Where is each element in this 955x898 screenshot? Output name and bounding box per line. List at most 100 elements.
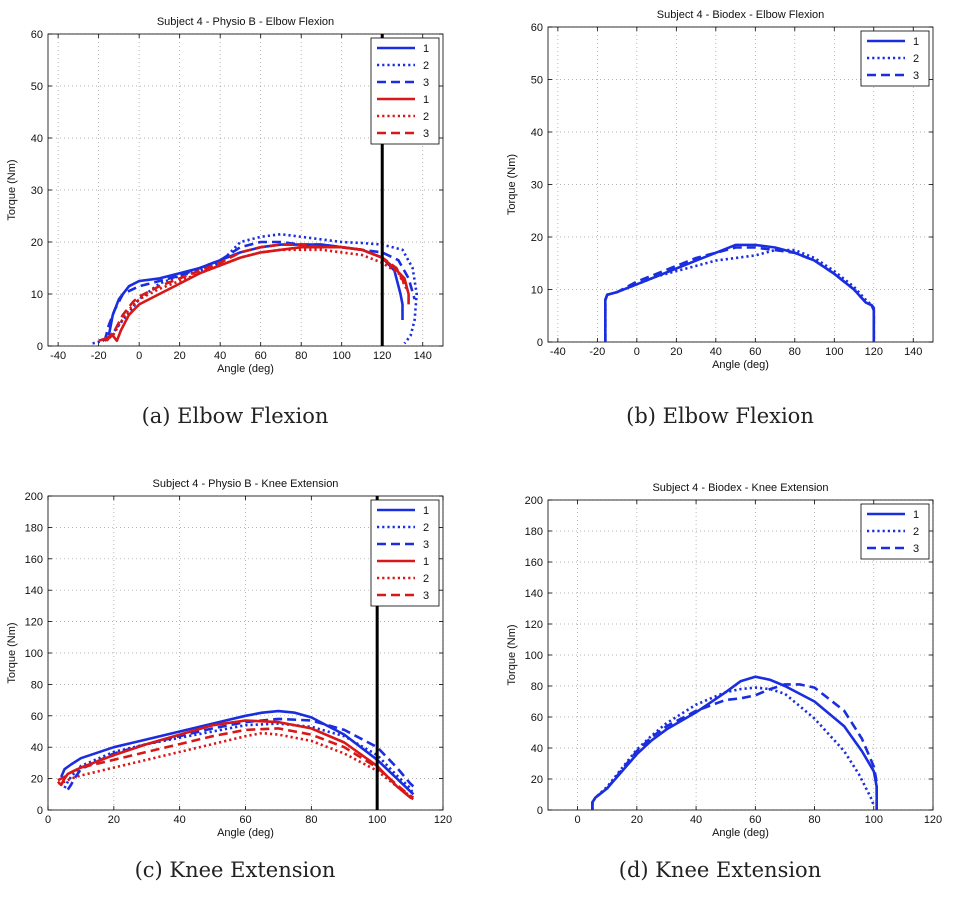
y-tick-label: 20 bbox=[531, 774, 543, 786]
x-tick-label: 140 bbox=[414, 350, 432, 362]
legend-box bbox=[370, 37, 440, 145]
y-tick-label: 20 bbox=[31, 774, 43, 786]
chart-c: Subject 4 - Physio B - Knee Extension 0 20… bbox=[6, 478, 452, 839]
x-tick-label: 40 bbox=[214, 350, 226, 362]
chart-b: Subject 4 - Biodex - Elbow Flexion -40 -20… bbox=[506, 9, 934, 371]
y-tick-label: 50 bbox=[531, 75, 543, 87]
x-tick-label: 100 bbox=[825, 346, 843, 358]
x-axis-label: Angle (deg) bbox=[217, 827, 274, 839]
y-axis-label: Torque (Nm) bbox=[506, 624, 518, 685]
y-tick-label: 40 bbox=[531, 743, 543, 755]
x-tick-label: 40 bbox=[174, 814, 186, 826]
y-tick-label: 30 bbox=[31, 185, 43, 197]
x-tick-label: 20 bbox=[631, 814, 643, 826]
x-axis-label: Angle (deg) bbox=[712, 359, 769, 371]
x-tick-label: 120 bbox=[373, 350, 391, 362]
legend-label: 1 bbox=[423, 505, 429, 517]
x-tick-label: 60 bbox=[239, 814, 251, 826]
x-tick-label: -40 bbox=[50, 350, 66, 362]
y-axis-label: Torque (Nm) bbox=[6, 622, 18, 683]
series-line-blue-1 bbox=[591, 675, 878, 810]
chart-title: Subject 4 - Physio B - Elbow Flexion bbox=[157, 16, 334, 28]
y-tick-label: 80 bbox=[31, 679, 43, 691]
legend-label: 3 bbox=[423, 128, 429, 140]
legend-label: 1 bbox=[423, 43, 429, 55]
chart-panel-c: Subject 4 - Physio B - Knee Extension 0 20… bbox=[0, 470, 470, 850]
series-line-blue-1 bbox=[60, 709, 415, 796]
x-tick-label: -40 bbox=[550, 346, 566, 358]
legend: 1 2 3 1 2 3 bbox=[370, 37, 440, 145]
chart-title: Subject 4 - Biodex - Knee Extension bbox=[652, 482, 828, 494]
y-tick-label: 0 bbox=[537, 805, 543, 817]
y-tick-label: 120 bbox=[525, 619, 543, 631]
x-tick-label: 20 bbox=[670, 346, 682, 358]
x-tick-label: 80 bbox=[789, 346, 801, 358]
y-tick-label: 20 bbox=[531, 232, 543, 244]
caption-c: (c) Knee Extension bbox=[134, 858, 336, 882]
chart-panel-a: Subject 4 - Physio B - Elbow Flexion -40 -… bbox=[0, 0, 470, 380]
series-line-red-3 bbox=[57, 727, 414, 799]
legend-label: 2 bbox=[913, 53, 919, 65]
x-tick-label: 40 bbox=[710, 346, 722, 358]
y-tick-label: 200 bbox=[525, 495, 543, 507]
legend-label: 2 bbox=[423, 111, 429, 123]
chart-title: Subject 4 - Biodex - Elbow Flexion bbox=[657, 9, 825, 21]
caption-a: (a) Elbow Flexion bbox=[141, 404, 329, 428]
series-line-blue-2 bbox=[604, 248, 876, 342]
legend-label: 2 bbox=[423, 60, 429, 72]
y-tick-label: 160 bbox=[525, 557, 543, 569]
x-tick-label: 100 bbox=[333, 350, 351, 362]
series-line-red-3 bbox=[105, 243, 406, 342]
caption-d: (d) Knee Extension bbox=[618, 858, 822, 882]
legend: 1 2 3 1 2 3 bbox=[370, 499, 440, 607]
y-tick-label: 100 bbox=[25, 648, 43, 660]
x-tick-label: 80 bbox=[305, 814, 317, 826]
legend-label: 2 bbox=[913, 526, 919, 538]
series-line-blue-2 bbox=[63, 722, 415, 795]
y-tick-label: 140 bbox=[525, 588, 543, 600]
series-line-blue-3 bbox=[66, 717, 418, 791]
legend-label: 3 bbox=[913, 543, 919, 555]
chart-panel-d: Subject 4 - Biodex - Knee Extension 0 20 40… bbox=[485, 470, 955, 850]
x-tick-label: 120 bbox=[924, 814, 942, 826]
x-tick-label: 120 bbox=[865, 346, 883, 358]
x-tick-label: 120 bbox=[434, 814, 452, 826]
x-tick-label: 20 bbox=[174, 350, 186, 362]
chart-title: Subject 4 - Physio B - Knee Extension bbox=[153, 478, 339, 490]
chart-a: Subject 4 - Physio B - Elbow Flexion -40 -… bbox=[6, 16, 444, 375]
y-tick-label: 60 bbox=[531, 712, 543, 724]
x-tick-label: 100 bbox=[865, 814, 883, 826]
series-line-blue-2 bbox=[92, 232, 418, 345]
legend: 1 2 3 bbox=[860, 30, 930, 87]
series-line-blue-3 bbox=[604, 246, 876, 342]
x-tick-label: 0 bbox=[575, 814, 581, 826]
x-tick-label: 60 bbox=[749, 346, 761, 358]
x-tick-label: -20 bbox=[589, 346, 605, 358]
y-tick-label: 0 bbox=[537, 337, 543, 349]
x-tick-label: 40 bbox=[690, 814, 702, 826]
y-tick-label: 40 bbox=[31, 742, 43, 754]
y-tick-label: 160 bbox=[25, 554, 43, 566]
x-tick-label: 100 bbox=[368, 814, 386, 826]
y-tick-label: 40 bbox=[531, 127, 543, 139]
legend-label: 1 bbox=[423, 94, 429, 106]
y-tick-label: 180 bbox=[525, 526, 543, 538]
y-tick-label: 80 bbox=[531, 681, 543, 693]
y-tick-label: 30 bbox=[531, 180, 543, 192]
x-tick-label: 20 bbox=[108, 814, 120, 826]
y-tick-label: 180 bbox=[25, 522, 43, 534]
x-tick-label: 140 bbox=[904, 346, 922, 358]
y-tick-label: 40 bbox=[31, 133, 43, 145]
x-tick-label: 0 bbox=[634, 346, 640, 358]
legend-label: 3 bbox=[423, 590, 429, 602]
x-tick-label: 0 bbox=[45, 814, 51, 826]
x-tick-label: 80 bbox=[295, 350, 307, 362]
x-tick-label: 60 bbox=[749, 814, 761, 826]
legend-label: 1 bbox=[423, 556, 429, 568]
y-tick-label: 20 bbox=[31, 237, 43, 249]
y-tick-label: 140 bbox=[25, 585, 43, 597]
legend-label: 1 bbox=[913, 36, 919, 48]
series-line-blue-2 bbox=[591, 686, 876, 810]
legend-label: 3 bbox=[423, 77, 429, 89]
